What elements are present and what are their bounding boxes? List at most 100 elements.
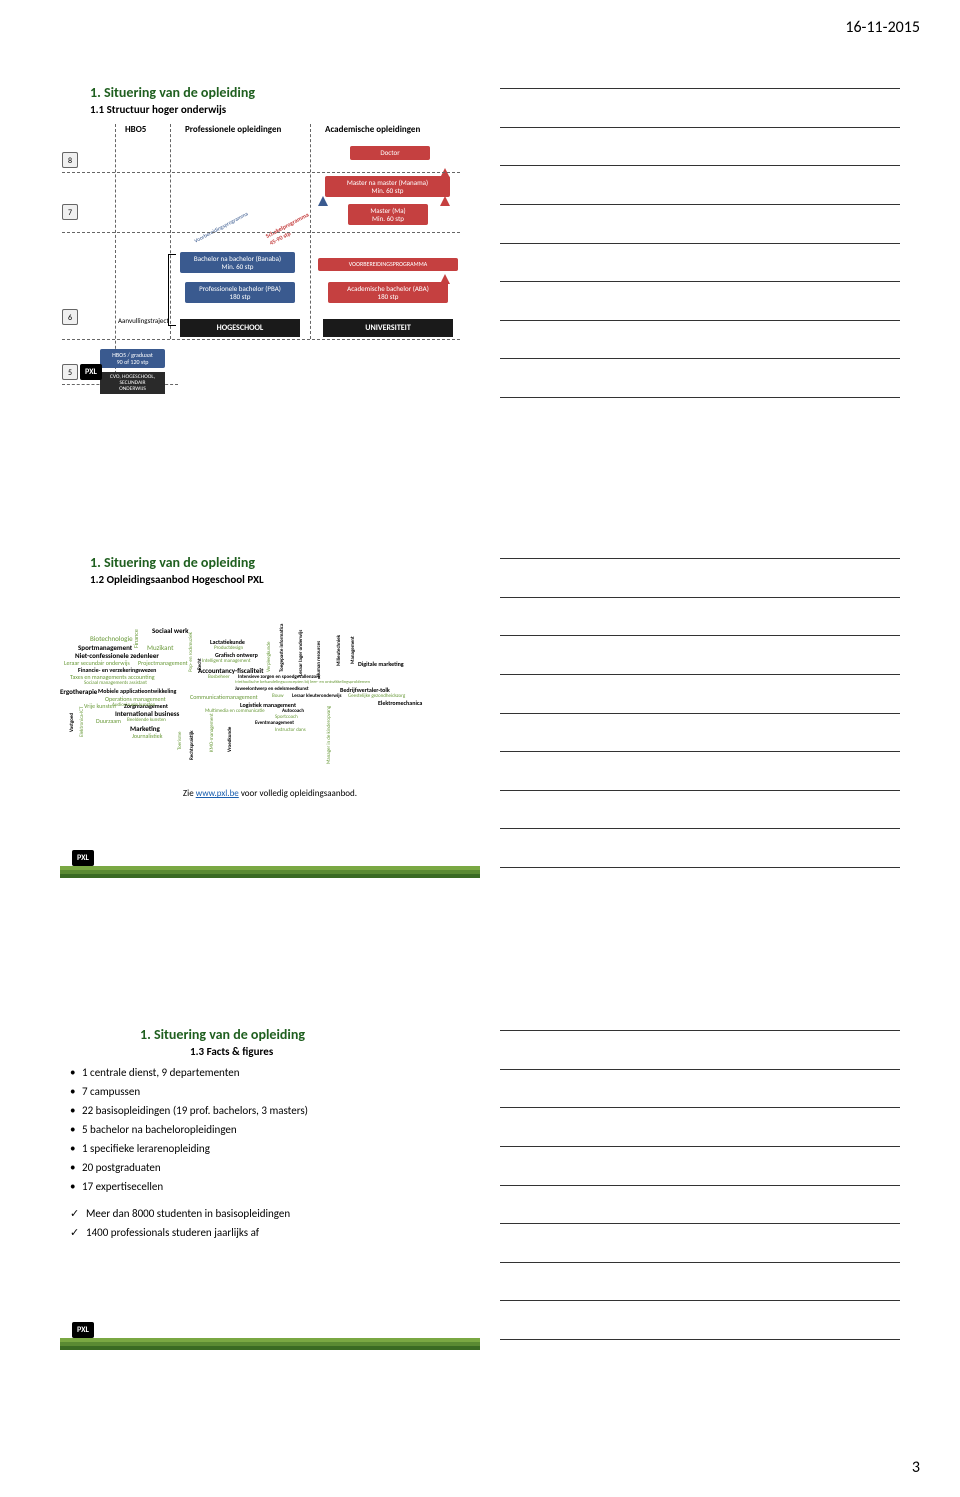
pxl-link[interactable]: www.pxl.be: [196, 788, 239, 799]
manama-box: Master na master (Manama) Min. 60 stp: [325, 176, 450, 197]
wc-beeldende: Beeldende kunsten: [127, 717, 166, 723]
wc-vroedkunde: Vroedkunde: [227, 727, 233, 752]
wc-bio: Biotechnologie: [90, 634, 133, 643]
voorb-prog-label: Voorbereidingsprogramma: [194, 211, 250, 244]
facts-checks: Meer dan 8000 studenten in basisopleidin…: [70, 1207, 480, 1239]
note-line: [500, 635, 900, 636]
wc-elektronica: Elektronica-ICT: [79, 707, 85, 737]
pxl-logo-icon: PXL: [80, 364, 102, 380]
note-line: [500, 790, 900, 791]
wc-recht: Recht: [197, 658, 203, 670]
bullet-2: 7 campussen: [70, 1085, 480, 1098]
wc-toegepaste: Toegepaste informatica: [279, 624, 285, 672]
note-line: [500, 713, 900, 714]
note-line: [500, 558, 900, 559]
note-line: [500, 597, 900, 598]
wc-milieu: Milieutechniek: [336, 635, 342, 666]
slide-3: 1. Situering van de opleiding 1.3 Facts …: [60, 1020, 480, 1350]
slide-3-title: 1. Situering van de opleiding: [140, 1026, 470, 1043]
slide-1-subtitle: 1.1 Structuur hoger onderwijs: [90, 103, 470, 116]
wc-comm: Communicatiemanagement: [190, 693, 258, 701]
wc-sociaal: Sociaal managements assistant: [84, 680, 147, 686]
bullet-1: 1 centrale dienst, 9 departementen: [70, 1066, 480, 1079]
level-7-box: 7: [62, 204, 78, 220]
academic-header: Academische opleidingen: [325, 124, 420, 135]
wc-juweel: Juweelontwerp en edelsmeedkunst: [235, 686, 309, 692]
dash-h-1: [62, 172, 460, 173]
pba-box: Professionele bachelor (PBA) 180 stp: [185, 282, 295, 303]
hbo5-graduaat-box: HBO5 / graduaat 90 of 120 stp: [100, 349, 165, 368]
slide-3-row: 1. Situering van de opleiding 1.3 Facts …: [60, 1020, 900, 1350]
master-box: Master (Ma) Min. 60 stp: [348, 204, 428, 225]
wc-bosbeheer: Bosbeheer: [208, 674, 230, 680]
wc-bouw: Bouw: [272, 693, 284, 699]
footer-stripes: [60, 866, 480, 878]
note-line: [500, 1223, 900, 1224]
schakel-label: Schakelprogramma 45-90 stp: [264, 211, 314, 248]
wc-event: Eventmanagement: [255, 720, 294, 726]
slide-1: 1. Situering van de opleiding 1.1 Struct…: [60, 78, 480, 408]
dashed-v-1: [115, 124, 116, 384]
bullet-3: 22 basisopleidingen (19 prof. bachelors,…: [70, 1104, 480, 1117]
note-line: [500, 1146, 900, 1147]
notes-1: [500, 78, 900, 408]
zie-link-line: Zie www.pxl.be voor volledig opleidingsa…: [60, 788, 480, 799]
cvo-box: CVO, HOGESCHOOL, SECUNDAIR ONDERWIJS: [100, 372, 165, 394]
wc-pop: Pop- en rockmuziek: [188, 632, 194, 672]
slide-2: 1. Situering van de opleiding 1.2 Opleid…: [60, 548, 480, 878]
slide-2-subtitle: 1.2 Opleidingsaanbod Hogeschool PXL: [90, 573, 470, 586]
banaba-box: Bachelor na bachelor (Banaba) Min. 60 st…: [180, 252, 295, 273]
bullet-6: 20 postgraduaten: [70, 1161, 480, 1174]
note-line: [500, 1339, 900, 1340]
bullet-4: 5 bachelor na bacheloropleidingen: [70, 1123, 480, 1136]
aanvulling-label: Aanvullingstraject: [118, 316, 169, 325]
level-5-box: 5: [62, 364, 78, 380]
wc-leraarkl: Leraar kleuteronderwijs: [292, 693, 341, 699]
wc-elektro: Elektromechanica: [378, 699, 422, 707]
level-6-box: 6: [62, 309, 78, 325]
universiteit-bar: UNIVERSITEIT: [323, 319, 453, 337]
hbo5-header: HBO5: [125, 124, 146, 135]
arrow-doctor: [440, 168, 450, 178]
note-line: [500, 281, 900, 282]
wc-method: Methodische behandelingsconcepten bij le…: [235, 680, 370, 685]
professional-header: Professionele opleidingen: [185, 124, 281, 135]
note-line: [500, 243, 900, 244]
note-line: [500, 1030, 900, 1031]
slide-2-row: 1. Situering van de opleiding 1.2 Opleid…: [60, 548, 900, 878]
check-1: Meer dan 8000 studenten in basisopleidin…: [70, 1207, 480, 1220]
doctor-box: Doctor: [350, 146, 430, 160]
note-line: [500, 1107, 900, 1108]
wc-leraarlo: Leraar lager onderwijs: [298, 630, 304, 676]
note-line: [500, 1069, 900, 1070]
wordcloud: Biotechnologie Sportmanagement Muzikant …: [60, 596, 480, 776]
note-line: [500, 358, 900, 359]
facts-bullets: 1 centrale dienst, 9 departementen 7 cam…: [70, 1066, 480, 1193]
zie-pre: Zie: [183, 788, 196, 799]
wc-duurzaam: Duurzaam: [96, 717, 121, 725]
pxl-logo-icon: PXL: [72, 850, 94, 866]
note-line: [500, 1262, 900, 1263]
wc-kmo: KMO-management: [209, 713, 215, 752]
wc-rechts: Rechtspraktijk: [189, 730, 195, 760]
wc-vastgoed: Vastgoed: [69, 713, 75, 732]
check-2: 1400 professionals studeren jaarlijks af: [70, 1226, 480, 1239]
pxl-logo-icon: PXL: [72, 1322, 94, 1338]
wc-digitale: Digitale marketing: [358, 660, 404, 668]
page-number: 3: [912, 1458, 920, 1477]
wc-mobiele: Mobiele applicatieontwikkeling: [98, 687, 176, 695]
bullet-7: 17 expertisecellen: [70, 1180, 480, 1193]
wc-journalistiek: Journalistiek: [132, 732, 162, 740]
note-line: [500, 1185, 900, 1186]
notes-3: [500, 1020, 900, 1350]
zie-post: voor volledig opleidingsaanbod.: [239, 788, 357, 799]
level-8-box: 8: [62, 152, 78, 168]
note-line: [500, 867, 900, 868]
page-date: 16-11-2015: [845, 18, 920, 37]
wc-toerisme: Toerisme: [177, 732, 183, 750]
structure-diagram: HBO5 Professionele opleidingen Academisc…: [60, 124, 480, 414]
arrow-aba: [440, 274, 450, 284]
hogeschool-bar: HOGESCHOOL: [180, 319, 300, 337]
bullet-5: 1 specifieke lerarenopleiding: [70, 1142, 480, 1155]
slide-2-title: 1. Situering van de opleiding: [90, 554, 470, 571]
